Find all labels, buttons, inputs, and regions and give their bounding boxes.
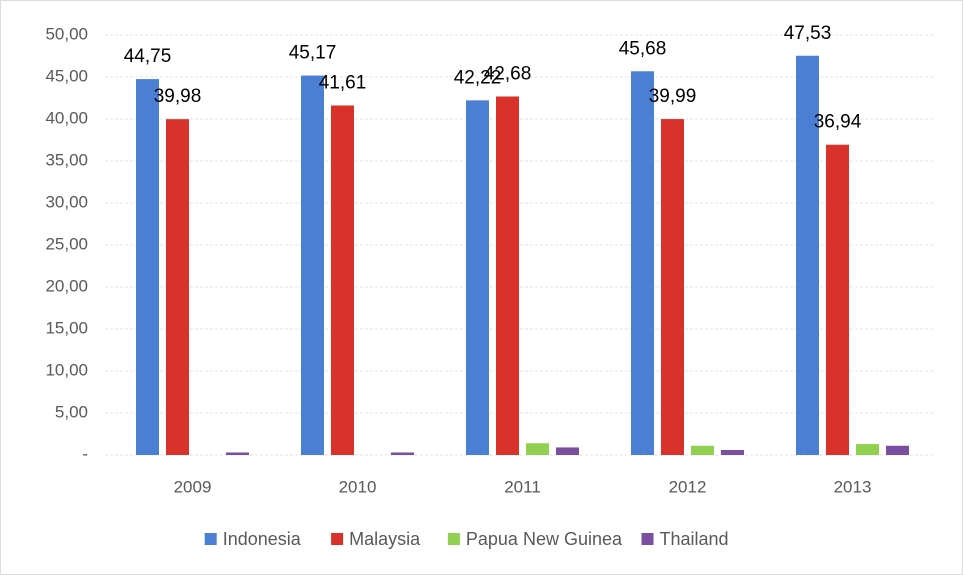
y-tick-label: 50,00 xyxy=(45,24,88,43)
data-label: 42,68 xyxy=(484,64,532,85)
y-tick-label: 15,00 xyxy=(45,318,88,337)
bar xyxy=(661,119,684,456)
x-tick-label: 2010 xyxy=(339,477,377,496)
legend-label: Malaysia xyxy=(349,529,421,549)
bar xyxy=(466,100,489,456)
bar xyxy=(556,447,579,455)
bar xyxy=(301,75,324,456)
legend-swatch xyxy=(331,533,344,545)
bar xyxy=(226,452,249,455)
y-tick-label: 5,00 xyxy=(55,402,88,421)
data-label: 45,68 xyxy=(619,38,667,59)
y-tick-label: 35,00 xyxy=(45,150,88,169)
bar xyxy=(331,105,354,455)
y-tick-label: 20,00 xyxy=(45,276,88,295)
bar xyxy=(496,96,519,455)
bar xyxy=(391,452,414,455)
bar xyxy=(691,445,714,455)
y-tick-label: 10,00 xyxy=(45,360,88,379)
legend-swatch xyxy=(447,533,460,545)
bar xyxy=(631,71,654,456)
data-label: 42,22 xyxy=(454,67,502,88)
y-tick-label: 30,00 xyxy=(45,192,88,211)
bar xyxy=(886,445,909,455)
x-tick-label: 2011 xyxy=(504,477,541,496)
data-label: 39,99 xyxy=(649,86,697,107)
legend-swatch xyxy=(204,533,217,545)
y-tick-label: 25,00 xyxy=(45,234,88,253)
x-tick-label: 2013 xyxy=(834,477,872,496)
bar xyxy=(136,79,159,455)
legend-label: Indonesia xyxy=(223,529,302,549)
legend-label: Thailand xyxy=(660,529,729,549)
x-tick-label: 2009 xyxy=(174,477,212,496)
data-label: 36,94 xyxy=(814,112,862,133)
data-label: 44,75 xyxy=(124,46,172,67)
y-tick-label: - xyxy=(82,444,88,463)
x-tick-label: 2012 xyxy=(669,477,707,496)
legend-label: Papua New Guinea xyxy=(466,529,623,549)
y-tick-label: 45,00 xyxy=(45,66,88,85)
data-label: 45,17 xyxy=(289,43,337,64)
bar xyxy=(826,144,849,456)
data-label: 39,98 xyxy=(154,86,202,107)
bar xyxy=(856,444,879,455)
bar xyxy=(166,119,189,455)
bar xyxy=(721,449,744,455)
bar xyxy=(526,443,549,455)
data-label: 41,61 xyxy=(319,72,367,93)
bar xyxy=(796,55,819,456)
y-tick-label: 40,00 xyxy=(45,108,88,127)
legend-swatch xyxy=(641,533,654,545)
data-label: 47,53 xyxy=(784,23,832,44)
